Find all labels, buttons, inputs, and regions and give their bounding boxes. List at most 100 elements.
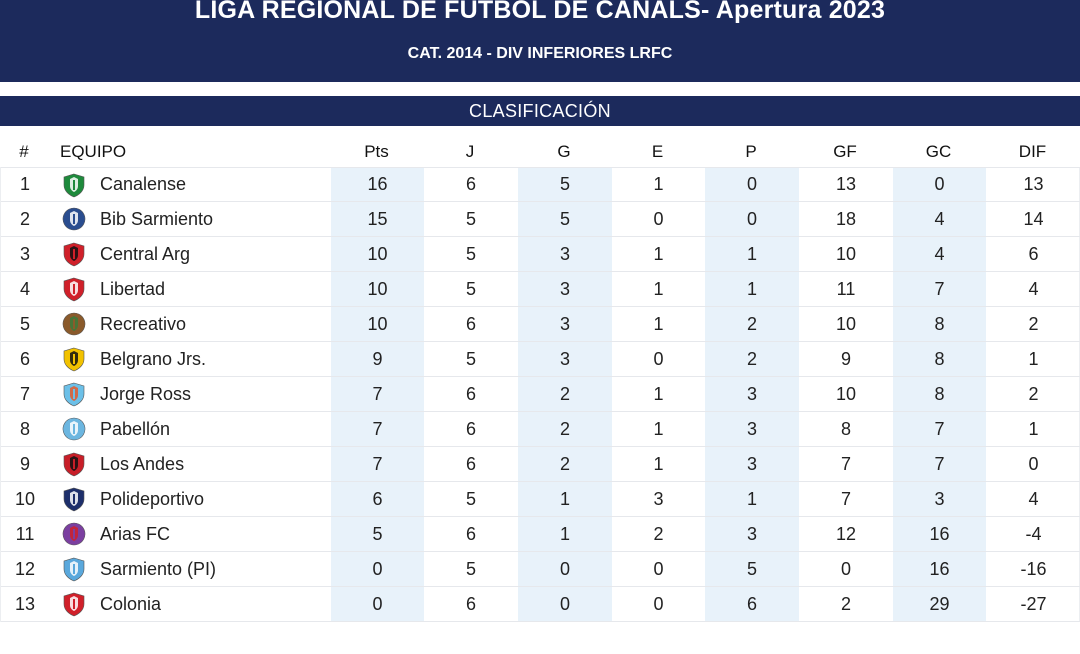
sarmiento-pi-crest-icon <box>61 556 87 582</box>
team-name: Arias FC <box>100 523 171 544</box>
table-row: 1 Canalense 16 6 5 1 0 13 0 13 <box>1 167 1080 202</box>
cell-e: 0 <box>653 208 664 229</box>
cell-team: Recreativo <box>49 307 331 341</box>
table-row: 4 Libertad 10 5 3 1 1 11 7 4 <box>1 272 1080 307</box>
col-header-gc: GC <box>925 142 952 161</box>
cell-e: 1 <box>653 313 664 334</box>
cell-pts: 15 <box>331 202 424 236</box>
cell-gf: 10 <box>835 383 857 404</box>
cell-g: 0 <box>518 552 612 586</box>
col-header-p: P <box>745 142 757 161</box>
cell-dif: 4 <box>1028 488 1039 509</box>
cell-p: 1 <box>705 482 799 516</box>
cell-dif: -16 <box>1020 558 1047 579</box>
cell-pts: 10 <box>331 237 424 271</box>
cell-e: 0 <box>653 593 664 614</box>
cell-gf: 2 <box>840 593 851 614</box>
cell-j: 5 <box>465 243 476 264</box>
standings-table: # EQUIPO Pts J G E P GF GC DIF 1 Canalens… <box>0 137 1080 622</box>
cell-p: 0 <box>705 202 799 236</box>
cell-pos: 1 <box>19 174 30 194</box>
cell-pts: 16 <box>331 168 424 201</box>
cell-gc: 7 <box>893 272 986 306</box>
cell-pos: 8 <box>19 418 30 439</box>
cell-gf: 11 <box>836 278 856 299</box>
cell-gc: 3 <box>893 482 986 516</box>
jorge-ross-crest-icon <box>61 381 87 407</box>
libertad-crest-icon <box>61 276 87 302</box>
cell-gf: 13 <box>835 174 857 194</box>
section-title: CLASIFICACIÓN <box>0 96 1080 126</box>
cell-e: 2 <box>653 523 664 544</box>
cell-e: 3 <box>653 488 664 509</box>
cell-e: 1 <box>653 418 664 439</box>
table-row: 7 Jorge Ross 7 6 2 1 3 10 8 2 <box>1 377 1080 412</box>
cell-team: Libertad <box>49 272 331 306</box>
page-title: LIGA REGIONAL DE FUTBOL DE CANALS- Apert… <box>194 0 886 24</box>
table-row: 11 Arias FC 5 6 1 2 3 12 16 -4 <box>1 517 1080 552</box>
cell-j: 5 <box>465 208 476 229</box>
cell-p: 2 <box>705 307 799 341</box>
cell-gc: 8 <box>893 377 986 411</box>
cell-j: 6 <box>465 453 476 474</box>
cell-j: 6 <box>465 383 476 404</box>
table-row: 3 Central Arg 10 5 3 1 1 10 4 6 <box>1 237 1080 272</box>
cell-pos: 13 <box>14 593 36 614</box>
cell-g: 3 <box>518 307 612 341</box>
belgrano-jrs-crest-icon <box>61 346 87 372</box>
cell-dif: 6 <box>1028 243 1039 264</box>
team-name: Belgrano Jrs. <box>100 348 207 369</box>
team-name: Los Andes <box>100 453 185 474</box>
cell-pos: 3 <box>19 243 30 264</box>
cell-gc: 4 <box>893 237 986 271</box>
cell-pos: 2 <box>19 208 30 229</box>
cell-g: 1 <box>518 482 612 516</box>
team-name: Colonia <box>100 593 162 614</box>
table-row: 13 Colonia 0 6 0 0 6 2 29 -27 <box>1 587 1080 622</box>
table-body: 1 Canalense 16 6 5 1 0 13 0 13 2 Bib Sarmiento 15 5 5 0… <box>0 167 1080 622</box>
cell-p: 3 <box>705 517 799 551</box>
team-name: Central Arg <box>100 243 191 264</box>
page-subtitle: CAT. 2014 - DIV INFERIORES LRFC <box>407 45 673 62</box>
cell-pts: 0 <box>331 587 424 621</box>
cell-e: 1 <box>653 383 664 404</box>
table-row: 9 Los Andes 7 6 2 1 3 7 7 0 <box>1 447 1080 482</box>
team-name: Bib Sarmiento <box>100 208 214 229</box>
cell-team: Colonia <box>49 587 331 621</box>
cell-j: 5 <box>465 558 476 579</box>
cell-dif: 13 <box>1023 174 1044 194</box>
cell-j: 5 <box>465 348 476 369</box>
cell-gc: 29 <box>893 587 986 621</box>
cell-pos: 12 <box>14 558 36 579</box>
cell-pos: 5 <box>19 313 30 334</box>
table-row: 5 Recreativo 10 6 3 1 2 10 8 2 <box>1 307 1080 342</box>
cell-p: 5 <box>705 552 799 586</box>
cell-pts: 7 <box>331 447 424 481</box>
cell-dif: 2 <box>1028 313 1039 334</box>
cell-gc: 8 <box>893 307 986 341</box>
cell-g: 0 <box>518 587 612 621</box>
cell-dif: 1 <box>1028 418 1039 439</box>
cell-gc: 7 <box>893 412 986 446</box>
cell-j: 6 <box>465 593 476 614</box>
cell-dif: 0 <box>1028 453 1039 474</box>
cell-pts: 7 <box>331 412 424 446</box>
cell-g: 2 <box>518 377 612 411</box>
page-header: LIGA REGIONAL DE FUTBOL DE CANALS- Apert… <box>0 0 1080 82</box>
cell-team: Sarmiento (PI) <box>49 552 331 586</box>
cell-pos: 11 <box>15 523 35 544</box>
cell-j: 6 <box>465 174 476 194</box>
cell-p: 2 <box>705 342 799 376</box>
cell-p: 0 <box>705 168 799 201</box>
team-name: Sarmiento (PI) <box>100 558 217 579</box>
cell-gc: 8 <box>893 342 986 376</box>
cell-gc: 7 <box>893 447 986 481</box>
cell-gc: 0 <box>893 168 986 201</box>
team-name: Jorge Ross <box>100 383 192 404</box>
cell-p: 3 <box>705 447 799 481</box>
colonia-crest-icon <box>61 591 87 617</box>
cell-g: 2 <box>518 412 612 446</box>
cell-e: 0 <box>653 348 664 369</box>
cell-g: 3 <box>518 237 612 271</box>
col-header-gf: GF <box>833 142 857 161</box>
